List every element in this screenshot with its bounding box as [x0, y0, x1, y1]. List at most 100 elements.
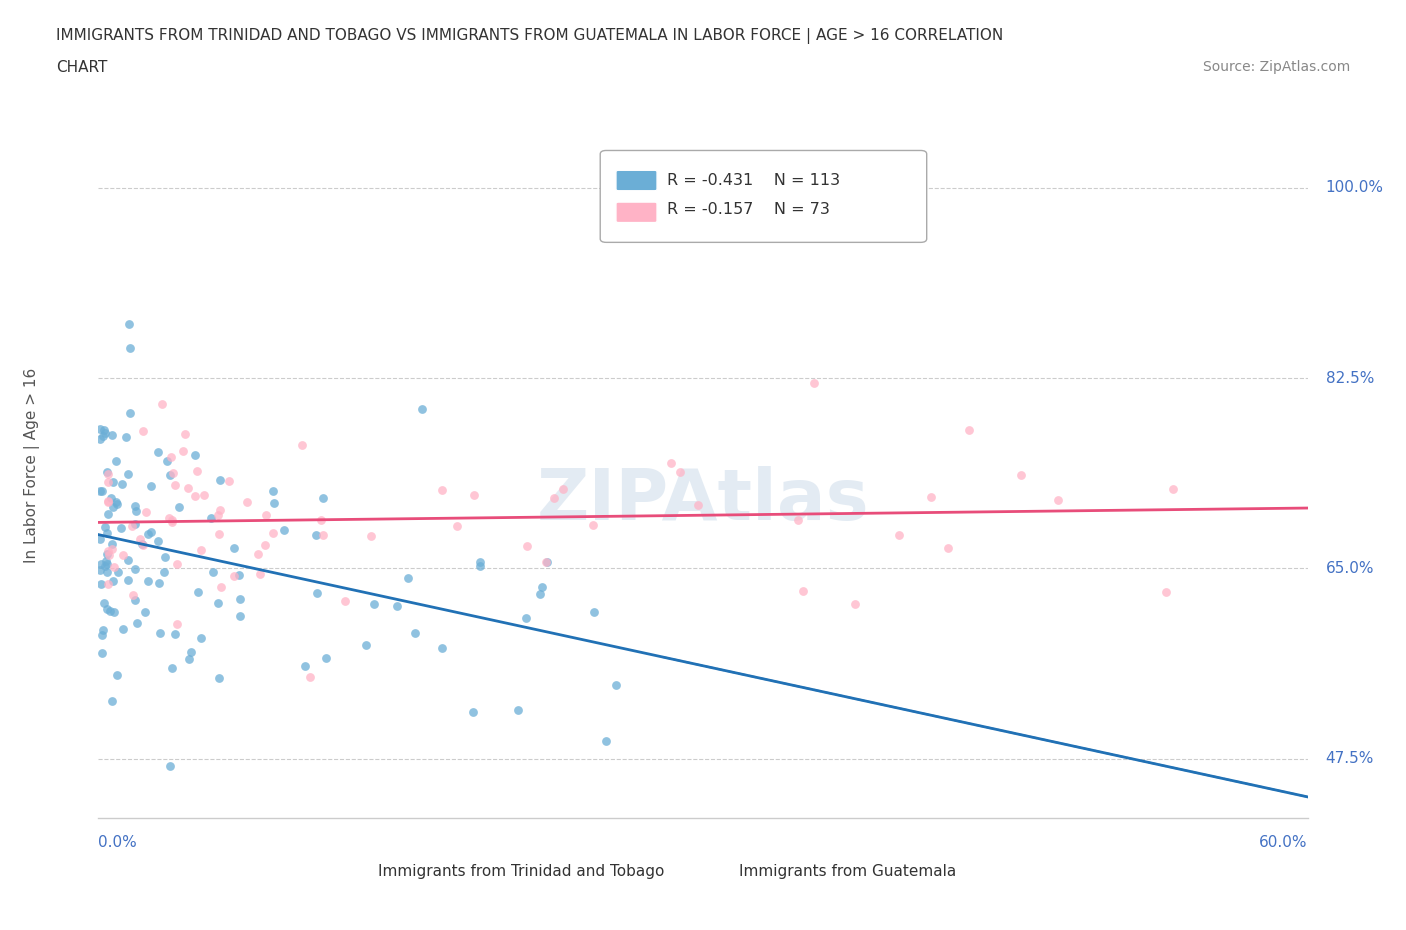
Text: 47.5%: 47.5% — [1326, 751, 1374, 766]
Point — [543, 491, 565, 506]
Point — [101, 499, 124, 514]
Point — [291, 438, 314, 453]
Point — [202, 565, 225, 579]
Point — [385, 599, 408, 614]
Text: R = -0.431    N = 113: R = -0.431 N = 113 — [666, 173, 839, 188]
Point — [96, 546, 118, 561]
Point — [148, 576, 170, 591]
Point — [105, 454, 128, 469]
Point — [100, 604, 122, 618]
Point — [354, 637, 377, 652]
Point — [534, 554, 557, 569]
Point — [122, 587, 145, 602]
Point — [529, 587, 551, 602]
Point — [468, 555, 491, 570]
Point — [163, 627, 186, 642]
Point — [100, 428, 122, 443]
Point — [146, 533, 169, 548]
Point — [247, 546, 270, 561]
Point — [312, 491, 335, 506]
Point — [207, 508, 229, 523]
Point — [160, 512, 183, 527]
Point — [131, 537, 153, 551]
Point — [90, 577, 112, 591]
Point — [125, 616, 148, 631]
Point — [124, 592, 146, 607]
Point — [254, 538, 277, 552]
Point — [117, 552, 139, 567]
Text: 60.0%: 60.0% — [1260, 835, 1308, 850]
Point — [209, 580, 232, 595]
Point — [273, 522, 295, 537]
Point — [792, 584, 814, 599]
Point — [121, 519, 143, 534]
Point — [1010, 468, 1032, 483]
FancyBboxPatch shape — [600, 151, 927, 243]
Point — [254, 507, 277, 522]
Point — [163, 478, 186, 493]
Text: Source: ZipAtlas.com: Source: ZipAtlas.com — [1202, 60, 1350, 74]
Point — [209, 502, 232, 517]
Point — [105, 668, 128, 683]
Point — [183, 488, 205, 503]
Point — [430, 483, 453, 498]
Point — [1154, 584, 1177, 599]
Point — [107, 565, 129, 579]
Point — [115, 430, 138, 445]
Point — [97, 548, 120, 563]
Point — [159, 468, 181, 483]
Point — [134, 604, 156, 619]
Point — [263, 496, 285, 511]
Point — [96, 565, 118, 579]
Point — [463, 487, 485, 502]
Point — [117, 573, 139, 588]
Point — [101, 537, 124, 551]
Point — [190, 542, 212, 557]
Point — [536, 554, 558, 569]
Point — [135, 505, 157, 520]
Point — [97, 466, 120, 481]
Text: Immigrants from Guatemala: Immigrants from Guatemala — [740, 864, 956, 879]
Point — [844, 596, 866, 611]
Point — [157, 511, 180, 525]
Point — [139, 479, 162, 494]
Point — [96, 525, 118, 540]
Point — [461, 705, 484, 720]
Point — [229, 609, 252, 624]
Point — [101, 475, 124, 490]
Point — [96, 556, 118, 571]
Point — [190, 631, 212, 645]
Point — [136, 573, 159, 588]
Point — [298, 670, 321, 684]
FancyBboxPatch shape — [332, 861, 367, 882]
Point — [111, 477, 134, 492]
Point — [124, 561, 146, 576]
Point — [101, 541, 124, 556]
Point — [404, 626, 426, 641]
Point — [111, 622, 134, 637]
Point — [103, 560, 125, 575]
Point — [159, 449, 181, 464]
Text: 65.0%: 65.0% — [1326, 561, 1374, 576]
Point — [110, 521, 132, 536]
Point — [141, 525, 163, 540]
Point — [312, 527, 335, 542]
Point — [96, 602, 118, 617]
Point — [180, 644, 202, 659]
Point — [659, 456, 682, 471]
Point — [96, 465, 118, 480]
Point — [97, 507, 120, 522]
Point — [262, 484, 284, 498]
Point — [411, 402, 433, 417]
Point — [90, 628, 112, 643]
Point — [166, 556, 188, 571]
Point — [89, 531, 111, 546]
Text: R = -0.157    N = 73: R = -0.157 N = 73 — [666, 202, 830, 217]
Point — [152, 565, 174, 579]
Point — [228, 591, 250, 606]
Point — [146, 445, 169, 459]
Point — [396, 571, 419, 586]
Point — [333, 593, 356, 608]
Point — [179, 651, 201, 666]
Point — [93, 595, 115, 610]
